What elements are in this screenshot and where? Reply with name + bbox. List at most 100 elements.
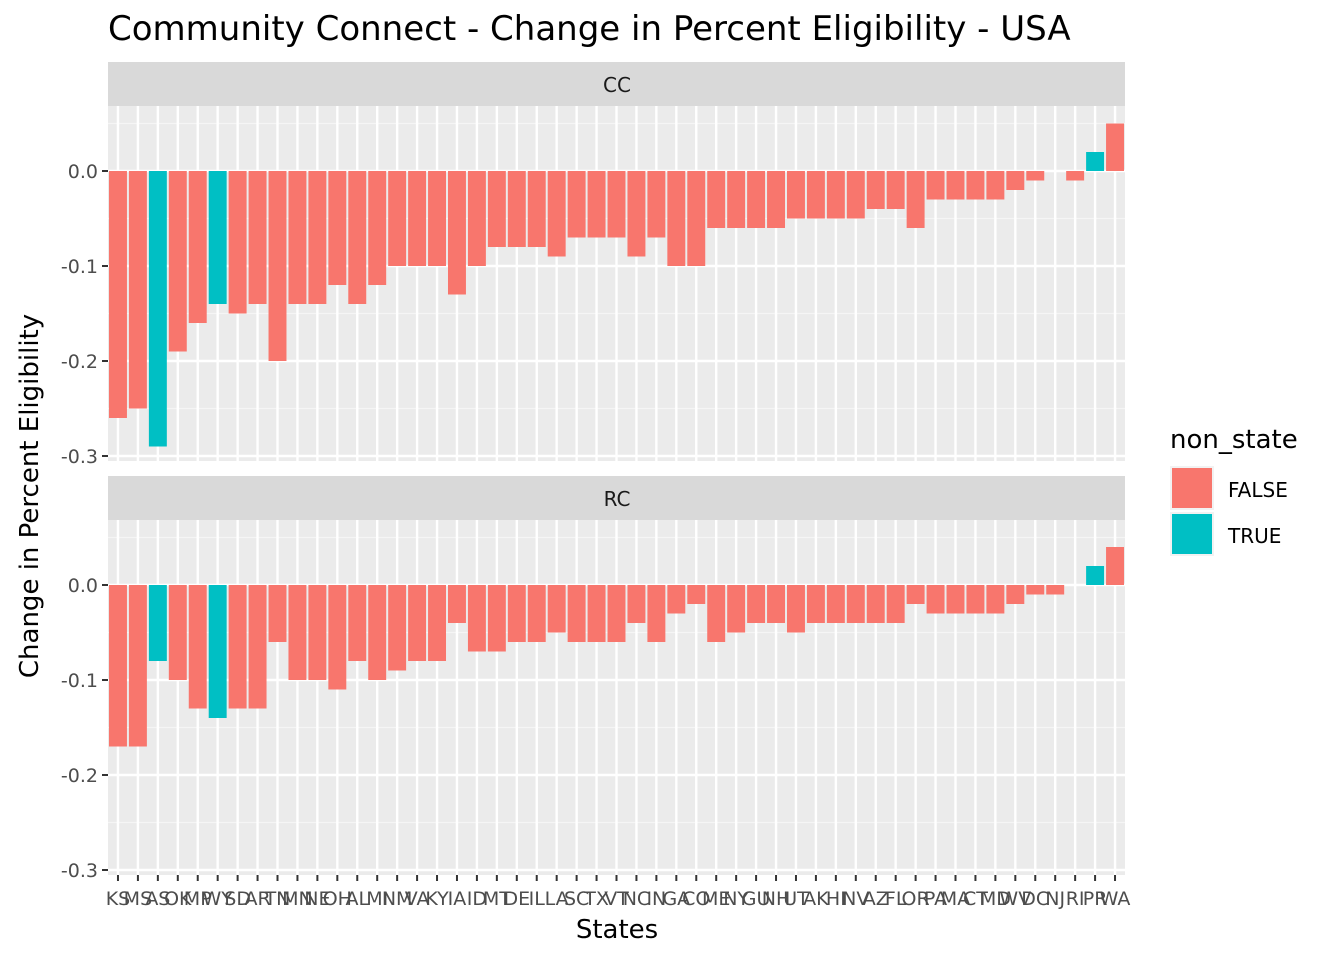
- bar-rc-de: [507, 585, 526, 642]
- bar-rc-ct: [966, 585, 985, 614]
- x-tick-label-mi: MI: [366, 888, 388, 910]
- legend-label-true: TRUE: [1227, 524, 1281, 548]
- bar-cc-tn: [268, 171, 287, 361]
- x-tick-label-ma: MA: [941, 888, 970, 910]
- x-tick-label-ne: NE: [304, 888, 330, 910]
- grid-lines: [108, 520, 1125, 875]
- x-tick-label-nc: NC: [623, 888, 650, 910]
- bar-cc-mn: [288, 171, 307, 304]
- bar-cc-il: [527, 171, 546, 247]
- x-tick-label-ga: GA: [662, 888, 690, 910]
- bar-rc-wv: [1006, 585, 1025, 604]
- bar-cc-oh: [328, 171, 347, 285]
- bar-cc-ok: [168, 171, 187, 352]
- bar-cc-nm: [388, 171, 407, 266]
- x-tick-label-de: DE: [503, 888, 530, 910]
- x-tick-label-fl: FL: [885, 888, 907, 910]
- bar-cc-nc: [627, 171, 646, 257]
- bar-cc-ks: [108, 171, 127, 418]
- bars: [108, 123, 1125, 447]
- bar-rc-ma: [946, 585, 965, 614]
- bar-rc-in: [647, 585, 666, 642]
- bar-cc-pr: [1086, 152, 1105, 171]
- bar-cc-la: [547, 171, 566, 257]
- bar-cc-nv: [846, 171, 865, 219]
- bar-rc-mn: [288, 585, 307, 680]
- x-tick-label-nj: NJ: [1045, 888, 1065, 910]
- facet-strip: [108, 476, 1125, 520]
- bar-rc-hi: [826, 585, 845, 623]
- bar-cc-ne: [308, 171, 327, 304]
- bar-rc-sc: [567, 585, 586, 642]
- bar-rc-tn: [268, 585, 287, 642]
- legend-swatch-true: [1172, 514, 1212, 554]
- x-tick-label-co: CO: [682, 888, 710, 910]
- x-tick-label-nm: NM: [382, 888, 413, 910]
- x-tick-label-ut: UT: [783, 888, 809, 910]
- x-tick-label-wv: WV: [999, 888, 1031, 910]
- bar-cc-co: [687, 171, 706, 266]
- y-tick-label: -0.2: [61, 351, 98, 373]
- x-tick-label-md: MD: [980, 888, 1011, 910]
- bar-rc-fl: [886, 585, 905, 623]
- bar-rc-ak: [806, 585, 825, 623]
- y-axis-ticks: 0.0 -0.1 -0.2 -0.3: [61, 575, 108, 882]
- bar-rc-ne: [308, 585, 327, 680]
- bar-rc-tx: [587, 585, 606, 642]
- bar-cc-de: [507, 171, 526, 247]
- x-tick-label-in: IN: [646, 888, 666, 910]
- x-tick-label-va: VA: [405, 888, 430, 910]
- bar-rc-ar: [248, 585, 267, 709]
- bar-rc-pa: [926, 585, 945, 614]
- bar-rc-vt: [607, 585, 626, 642]
- y-tick-label: 0.0: [68, 575, 98, 597]
- x-tick-label-nh: NH: [762, 888, 791, 910]
- x-tick-label-pa: PA: [924, 888, 947, 910]
- bar-rc-wa: [1106, 547, 1125, 585]
- x-tick-label-hi: HI: [826, 888, 846, 910]
- x-tick-label-or: OR: [902, 888, 930, 910]
- bar-rc-gu: [747, 585, 766, 623]
- x-axis-label: States: [576, 915, 658, 945]
- bar-rc-mt: [487, 585, 506, 652]
- bar-cc-ri: [1066, 171, 1085, 181]
- bar-rc-ok: [168, 585, 187, 680]
- x-tick-label-ok: OK: [164, 888, 192, 910]
- bar-rc-as: [148, 585, 167, 661]
- bar-cc-ut: [786, 171, 805, 219]
- bar-rc-ks: [108, 585, 127, 747]
- bar-rc-nm: [388, 585, 407, 671]
- x-tick-label-ky: KY: [425, 888, 449, 910]
- bar-rc-ga: [667, 585, 686, 614]
- y-tick-label: 0.0: [68, 161, 98, 183]
- bar-rc-nv: [846, 585, 865, 623]
- bar-cc-ia: [447, 171, 466, 295]
- bar-rc-id: [467, 585, 486, 652]
- y-tick-label: -0.3: [61, 860, 98, 882]
- x-tick-label-wy: WY: [202, 888, 233, 910]
- bar-cc-ny: [727, 171, 746, 228]
- y-tick-label: -0.2: [61, 765, 98, 787]
- x-tick-label-sd: SD: [224, 888, 251, 910]
- x-tick-label-ms: MS: [124, 888, 152, 910]
- bar-rc-md: [986, 585, 1005, 614]
- y-axis-label: Change in Percent Eligibility: [15, 314, 45, 678]
- bar-cc-me: [707, 171, 726, 228]
- x-tick-label-wa: WA: [1100, 888, 1131, 910]
- bar-rc-sd: [228, 585, 247, 709]
- bar-cc-hi: [826, 171, 845, 219]
- facet-strip: [108, 62, 1125, 106]
- bar-cc-vt: [607, 171, 626, 238]
- bar-cc-ak: [806, 171, 825, 219]
- y-axis-ticks: 0.0 -0.1 -0.2 -0.3: [61, 161, 108, 468]
- bar-rc-ms: [128, 585, 147, 747]
- bar-rc-al: [348, 585, 367, 661]
- bar-cc-mp: [188, 171, 207, 323]
- x-tick-label-mp: MP: [184, 888, 212, 910]
- bar-rc-la: [547, 585, 566, 633]
- x-tick-label-oh: OH: [323, 888, 352, 910]
- bar-cc-az: [866, 171, 885, 209]
- x-tick-label-tx: TX: [583, 888, 609, 910]
